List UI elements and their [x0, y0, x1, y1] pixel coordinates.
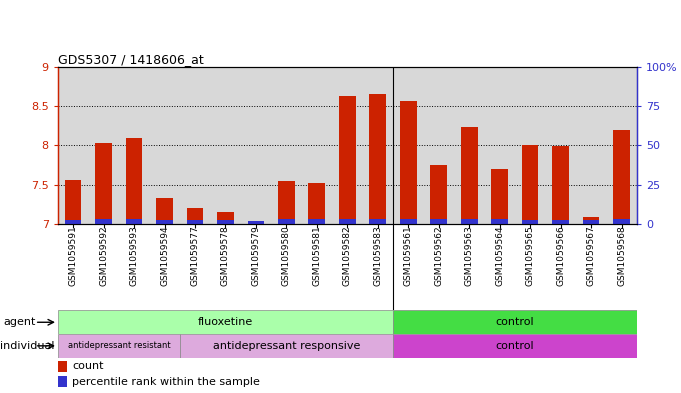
Text: agent: agent: [3, 317, 36, 327]
Bar: [552, 220, 569, 224]
Bar: [393, 310, 637, 334]
Bar: [339, 219, 355, 224]
Bar: [58, 334, 180, 358]
Bar: [156, 198, 173, 224]
Bar: [400, 101, 417, 224]
Bar: [491, 219, 508, 224]
Bar: [217, 212, 234, 224]
Text: GSM1059561: GSM1059561: [404, 226, 413, 286]
Bar: [369, 94, 386, 224]
Bar: [613, 130, 630, 224]
Bar: [156, 220, 173, 224]
Text: GSM1059593: GSM1059593: [129, 226, 138, 286]
Bar: [65, 180, 82, 224]
Text: GSM1059582: GSM1059582: [343, 226, 352, 286]
Text: antidepressant resistant: antidepressant resistant: [67, 342, 170, 350]
Bar: [393, 334, 637, 358]
Text: control: control: [496, 317, 534, 327]
Text: GSM1059577: GSM1059577: [191, 226, 200, 286]
Bar: [583, 217, 599, 224]
Text: GSM1059566: GSM1059566: [556, 226, 565, 286]
Text: GSM1059591: GSM1059591: [69, 226, 78, 286]
Text: percentile rank within the sample: percentile rank within the sample: [72, 377, 260, 387]
Text: individual: individual: [0, 341, 54, 351]
Text: count: count: [72, 362, 104, 371]
Bar: [552, 146, 569, 224]
Text: GSM1059568: GSM1059568: [617, 226, 626, 286]
Bar: [58, 361, 67, 372]
Bar: [180, 334, 393, 358]
Text: GSM1059564: GSM1059564: [495, 226, 504, 286]
Text: control: control: [496, 341, 534, 351]
Text: GSM1059578: GSM1059578: [221, 226, 230, 286]
Bar: [491, 169, 508, 224]
Bar: [308, 183, 326, 224]
Bar: [369, 219, 386, 224]
Bar: [65, 220, 82, 224]
Bar: [187, 220, 204, 224]
Bar: [95, 143, 112, 224]
Bar: [278, 219, 295, 224]
Text: GSM1059567: GSM1059567: [586, 226, 596, 286]
Text: antidepressant responsive: antidepressant responsive: [212, 341, 360, 351]
Text: GSM1059581: GSM1059581: [313, 226, 321, 286]
Text: GSM1059579: GSM1059579: [251, 226, 260, 286]
Bar: [217, 220, 234, 224]
Text: fluoxetine: fluoxetine: [197, 317, 253, 327]
Bar: [247, 221, 264, 224]
Bar: [339, 96, 355, 224]
Text: GSM1059565: GSM1059565: [526, 226, 535, 286]
Bar: [522, 220, 539, 224]
Bar: [187, 208, 204, 224]
Bar: [522, 145, 539, 224]
Bar: [278, 181, 295, 224]
Bar: [400, 219, 417, 224]
Text: GSM1059562: GSM1059562: [434, 226, 443, 286]
Bar: [308, 219, 326, 224]
Bar: [58, 310, 393, 334]
Bar: [126, 219, 142, 224]
Text: GSM1059580: GSM1059580: [282, 226, 291, 286]
Bar: [126, 138, 142, 224]
Text: GSM1059583: GSM1059583: [373, 226, 382, 286]
Bar: [247, 221, 264, 224]
Text: GSM1059592: GSM1059592: [99, 226, 108, 286]
Bar: [461, 127, 477, 224]
Bar: [95, 219, 112, 224]
Text: GDS5307 / 1418606_at: GDS5307 / 1418606_at: [58, 53, 204, 66]
Bar: [58, 376, 67, 387]
Bar: [430, 165, 447, 224]
Text: GSM1059563: GSM1059563: [464, 226, 474, 286]
Bar: [613, 219, 630, 224]
Bar: [430, 219, 447, 224]
Text: GSM1059594: GSM1059594: [160, 226, 169, 286]
Bar: [583, 220, 599, 224]
Bar: [461, 219, 477, 224]
